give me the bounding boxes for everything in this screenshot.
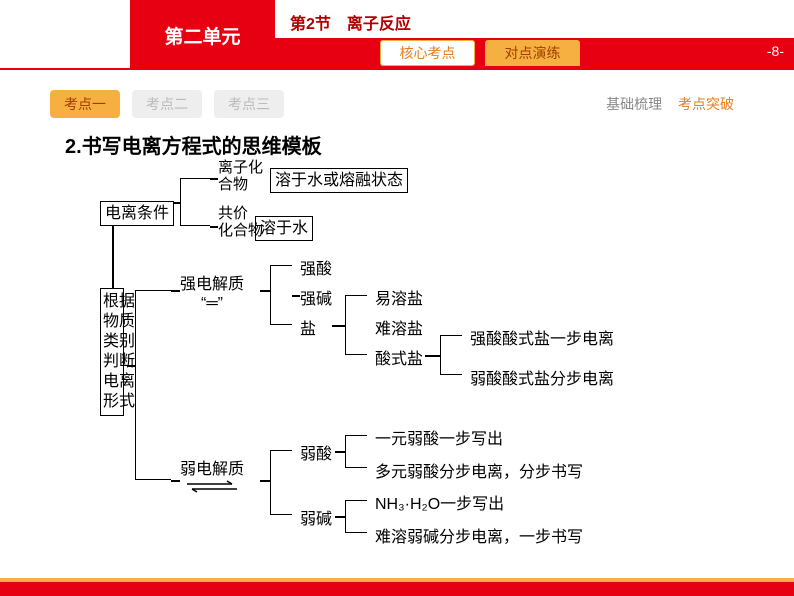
- node-weak-acid: 弱酸: [300, 440, 332, 464]
- brace-7: [345, 435, 367, 468]
- link-kaodian[interactable]: 考点突破: [678, 96, 734, 112]
- brace-5: [440, 335, 462, 375]
- brace-6: [270, 450, 292, 515]
- node-acid-salt: 酸式盐: [375, 345, 423, 369]
- node-nh3h2o: NH₃·H₂O一步写出: [375, 490, 504, 514]
- tab-hexin[interactable]: 核心考点: [380, 40, 475, 66]
- brace-8: [345, 500, 367, 533]
- brace-2: [135, 290, 171, 480]
- header-underline: [0, 68, 794, 70]
- node-strong-acid: 强酸: [300, 255, 332, 279]
- right-links: 基础梳理 考点突破: [606, 94, 734, 114]
- tab-duidian[interactable]: 对点演练: [485, 40, 580, 66]
- node-dissolve-melt: 溶于水或熔融状态: [270, 168, 408, 193]
- node-hard-salt: 难溶盐: [375, 315, 423, 339]
- tab-kd1[interactable]: 考点一: [50, 90, 120, 118]
- node-root-criteria: 根据 物质 类别 判断 电离 形式: [100, 288, 124, 416]
- node-mono-weak: 一元弱酸一步写出: [375, 425, 503, 449]
- page-number: -8-: [767, 43, 784, 59]
- link-jichu[interactable]: 基础梳理: [606, 96, 662, 112]
- conn-4: [332, 325, 345, 327]
- footer-red: [0, 582, 794, 596]
- conn-6: [260, 480, 270, 482]
- conn-5: [425, 355, 440, 357]
- node-weak-elec: 弱电解质: [180, 460, 244, 493]
- node-ionic-comp: 离子化 合物: [218, 160, 263, 193]
- tab-kd3[interactable]: 考点三: [214, 90, 284, 118]
- conn-8: [335, 516, 345, 518]
- brace-4: [345, 295, 367, 355]
- conn-1a: [210, 178, 218, 180]
- heading-text: 书写电离方程式的思维模板: [82, 136, 322, 158]
- brace-1: [180, 178, 210, 226]
- conn-3: [260, 290, 270, 292]
- heading: 2.书写电离方程式的思维模板: [65, 130, 322, 159]
- heading-num: 2.: [65, 136, 82, 158]
- node-easy-salt: 易溶盐: [375, 285, 423, 309]
- unit-title: 第二单元: [130, 0, 275, 70]
- conn-7: [335, 451, 345, 453]
- conn-1: [173, 202, 180, 204]
- conn-2a: [171, 290, 180, 292]
- sub-tabs: 考点一 考点二 考点三: [50, 90, 284, 118]
- conn-1b: [210, 226, 218, 228]
- node-weak-base: 弱碱: [300, 505, 332, 529]
- node-strong-base: 强碱: [300, 285, 332, 309]
- node-salt: 盐: [300, 315, 316, 339]
- node-ionize-cond: 电离条件: [100, 201, 174, 226]
- node-hard-base: 难溶弱碱分步电离，一步书写: [375, 523, 583, 547]
- conn-2b: [171, 480, 180, 482]
- node-weak-acid-salt: 弱酸酸式盐分步电离: [470, 365, 614, 389]
- section-title: 第2节 离子反应: [290, 10, 411, 34]
- node-dissolve-water: 溶于水: [255, 216, 313, 241]
- tab-kd2[interactable]: 考点二: [132, 90, 202, 118]
- node-strong-elec: 强电解质“═”: [180, 275, 244, 313]
- conn-3m: [292, 295, 300, 297]
- brace-3: [270, 265, 292, 325]
- node-strong-acid-salt: 强酸酸式盐一步电离: [470, 325, 614, 349]
- header: 第二单元 第2节 离子反应 核心考点 对点演练 -8-: [0, 0, 794, 48]
- conn-root: [112, 225, 114, 288]
- equilibrium-icon: [182, 479, 242, 493]
- node-poly-weak: 多元弱酸分步电离，分步书写: [375, 458, 583, 482]
- conn-2: [127, 365, 135, 367]
